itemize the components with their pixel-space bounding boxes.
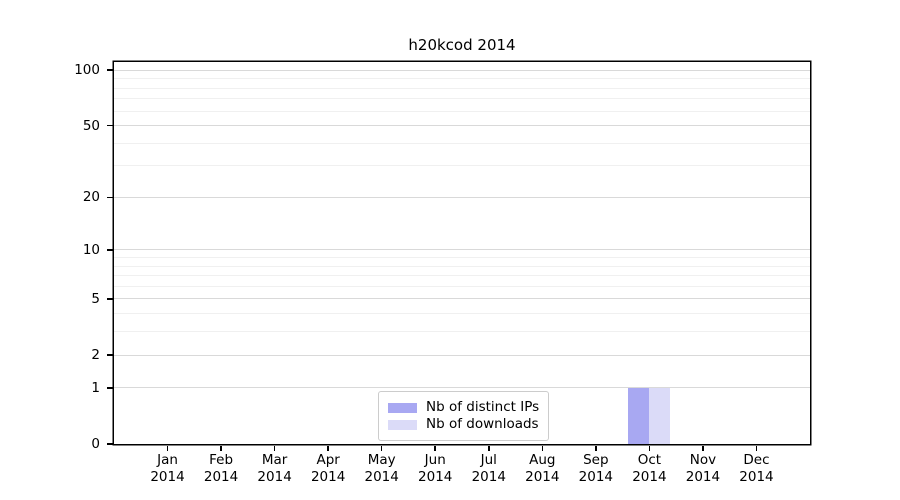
y-gridline-minor [114, 285, 810, 287]
x-tick [327, 445, 329, 451]
x-tick-label: Feb 2014 [189, 452, 253, 485]
x-tick-label: Jul 2014 [457, 452, 521, 485]
legend-label: Nb of downloads [426, 416, 539, 432]
y-gridline-major [114, 387, 810, 389]
legend-label: Nb of distinct IPs [426, 399, 540, 415]
x-tick-label: May 2014 [350, 452, 414, 485]
x-tick-year: 2014 [257, 468, 292, 485]
x-tick-year: 2014 [632, 468, 667, 485]
y-gridline-minor [114, 331, 810, 333]
x-tick [273, 445, 276, 451]
x-tick-year: 2014 [150, 468, 185, 485]
x-tick-label: Jun 2014 [403, 452, 467, 485]
y-gridline-major [114, 196, 810, 198]
x-tick [220, 445, 222, 451]
y-gridline-major [114, 249, 810, 251]
x-tick-label: Oct 2014 [617, 452, 681, 485]
x-tick-label: Nov 2014 [671, 452, 735, 485]
y-gridline-minor [114, 275, 810, 277]
bar-downloads [649, 387, 671, 444]
y-tick-label: 1 [91, 379, 100, 396]
x-tick [541, 445, 544, 451]
y-gridline-minor [114, 142, 810, 144]
x-tick-label: Aug 2014 [510, 452, 574, 485]
legend-swatch [388, 419, 417, 430]
y-tick-label: 0 [91, 436, 100, 452]
x-tick-label: Apr 2014 [296, 452, 360, 485]
x-tick-month: Nov [689, 452, 717, 468]
x-tick-month: Dec [743, 452, 770, 468]
y-gridline-minor [114, 98, 810, 100]
x-tick-month: Sep [583, 452, 609, 468]
legend-row: Nb of downloads [388, 417, 539, 432]
x-tick-year: 2014 [685, 468, 721, 485]
y-gridline-major [114, 354, 810, 356]
y-gridline-major [114, 298, 810, 300]
x-tick-label: Mar 2014 [243, 452, 307, 485]
x-tick [755, 445, 758, 451]
x-tick-month: Jun [424, 452, 446, 468]
y-tick [106, 69, 113, 71]
y-gridline-minor [114, 87, 810, 89]
x-tick [434, 445, 436, 451]
bar-distinct-ips [628, 387, 650, 444]
x-tick-month: Oct [637, 452, 662, 468]
x-tick-month: Apr [316, 452, 340, 468]
y-tick-label: 50 [82, 117, 100, 134]
y-gridline-major [114, 69, 810, 71]
legend-swatch [388, 402, 417, 413]
x-tick-month: Mar [261, 452, 288, 468]
x-tick-month: Jul [480, 452, 497, 468]
x-tick-year: 2014 [471, 468, 506, 485]
x-tick-label: Dec 2014 [724, 452, 788, 485]
y-tick [106, 249, 113, 251]
x-tick-year: 2014 [739, 468, 774, 485]
x-tick-label: Jan 2014 [136, 452, 200, 485]
y-tick-label: 20 [82, 189, 100, 206]
y-gridline-minor [114, 265, 810, 267]
x-tick-month: May [367, 452, 396, 468]
y-tick [106, 387, 113, 389]
y-gridline-minor [114, 78, 810, 80]
x-tick-month: Aug [529, 452, 556, 468]
x-tick [702, 445, 704, 451]
y-tick [106, 354, 113, 356]
x-tick [648, 445, 651, 451]
y-gridline-major [114, 125, 810, 127]
y-tick-label: 2 [91, 347, 100, 363]
x-tick [380, 445, 383, 451]
x-tick [166, 445, 169, 451]
y-gridline-minor [114, 110, 810, 112]
x-tick-year: 2014 [578, 468, 614, 485]
x-tick-year: 2014 [203, 468, 239, 485]
chart-title: h20kcod 2014 [408, 36, 516, 54]
y-tick [106, 196, 113, 199]
x-tick-month: Jan [157, 452, 178, 468]
x-tick [595, 445, 597, 451]
x-tick-year: 2014 [525, 468, 560, 485]
legend: Nb of distinct IPs Nb of downloads [378, 391, 550, 441]
legend-row: Nb of distinct IPs [388, 400, 539, 415]
y-gridline-minor [114, 165, 810, 167]
x-tick-month: Feb [209, 452, 234, 468]
y-gridline-minor [114, 313, 810, 315]
y-tick [106, 124, 113, 127]
y-tick-label: 100 [74, 62, 100, 79]
x-tick-year: 2014 [364, 468, 399, 485]
y-tick-label: 10 [82, 241, 100, 258]
x-tick-year: 2014 [310, 468, 346, 485]
x-tick-label: Sep 2014 [564, 452, 628, 485]
y-tick [106, 443, 113, 445]
y-tick-label: 5 [91, 290, 100, 307]
y-tick [106, 298, 113, 300]
x-tick-year: 2014 [418, 468, 453, 485]
y-gridline-minor [114, 256, 810, 258]
plot-area [114, 62, 810, 444]
x-tick [488, 445, 490, 451]
